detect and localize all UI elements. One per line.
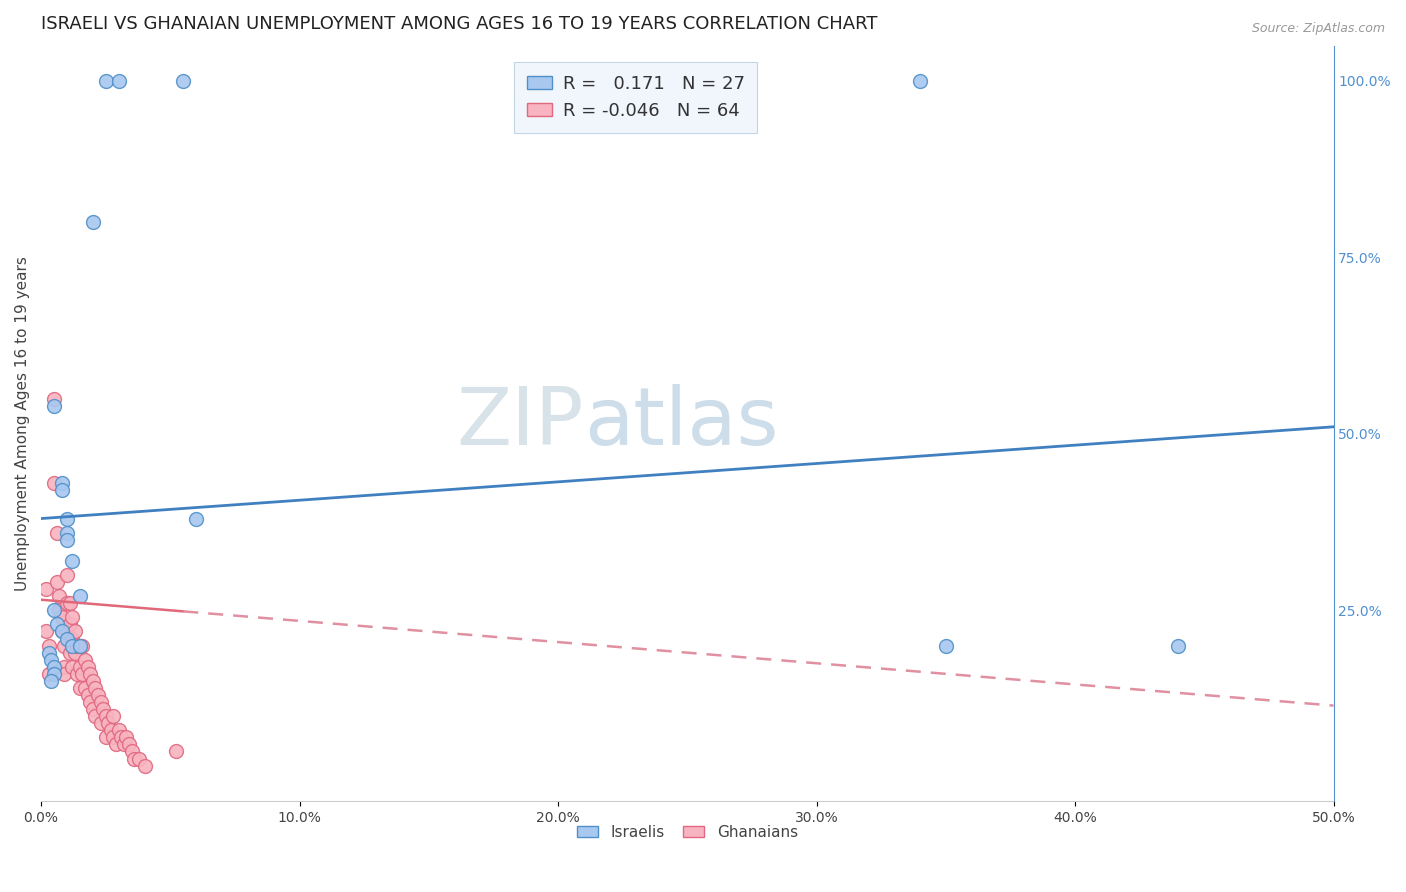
Point (45, 575, 67, 590)
Point (110, 731, 132, 745)
Point (42, 666, 65, 681)
Point (41, 673, 63, 688)
Point (94, 709, 117, 723)
Point (60, 554, 83, 568)
Text: ISRAELI VS GHANAIAN UNEMPLOYMENT AMONG AGES 16 TO 19 YEARS CORRELATION CHART: ISRAELI VS GHANAIAN UNEMPLOYMENT AMONG A… (41, 15, 877, 33)
Point (56, 568, 79, 582)
Y-axis label: Unemployment Among Ages 16 to 19 years: Unemployment Among Ages 16 to 19 years (15, 256, 30, 591)
Point (94, 74, 117, 88)
Point (63, 624, 86, 639)
Point (51, 610, 73, 624)
Point (42, 603, 65, 617)
Point (56, 632, 79, 646)
Point (107, 74, 129, 88)
Point (73, 681, 96, 695)
Point (48, 603, 70, 617)
Point (42, 392, 65, 406)
Point (38, 639, 60, 653)
Point (79, 695, 101, 709)
Point (76, 660, 98, 674)
Point (908, 74, 931, 88)
Point (56, 533, 79, 547)
Point (53, 660, 76, 674)
Point (84, 681, 107, 695)
Point (105, 738, 128, 752)
Point (51, 483, 73, 498)
Legend: Israelis, Ghanaians: Israelis, Ghanaians (571, 819, 804, 847)
Point (45, 617, 67, 632)
Point (79, 666, 101, 681)
Point (41, 653, 63, 667)
Point (90, 716, 112, 731)
Point (56, 511, 79, 525)
Point (60, 610, 83, 624)
Point (58, 596, 80, 610)
Point (82, 702, 104, 716)
Point (45, 525, 67, 540)
Point (56, 596, 79, 610)
Point (186, 511, 208, 525)
Point (69, 639, 91, 653)
Point (53, 666, 76, 681)
Point (73, 653, 96, 667)
Point (72, 639, 94, 653)
Point (115, 731, 138, 745)
Point (48, 589, 70, 603)
Point (51, 624, 73, 639)
Point (42, 399, 65, 413)
Point (56, 624, 79, 639)
Point (35, 582, 58, 596)
Point (63, 646, 86, 660)
Point (103, 731, 125, 745)
Point (1167, 639, 1189, 653)
Point (935, 639, 957, 653)
Point (84, 709, 107, 723)
Point (53, 639, 76, 653)
Point (69, 639, 91, 653)
Point (91, 702, 114, 716)
Point (121, 744, 143, 758)
Point (51, 476, 73, 491)
Point (112, 738, 135, 752)
Point (82, 673, 104, 688)
Point (66, 639, 89, 653)
Point (35, 624, 58, 639)
Point (42, 660, 65, 674)
Point (72, 666, 94, 681)
Point (76, 688, 98, 702)
Point (60, 639, 83, 653)
Point (69, 660, 91, 674)
Point (42, 476, 65, 491)
Point (165, 744, 187, 758)
Point (66, 666, 89, 681)
Point (58, 646, 80, 660)
Point (60, 632, 83, 646)
Point (103, 709, 125, 723)
Text: Source: ZipAtlas.com: Source: ZipAtlas.com (1251, 22, 1385, 36)
Point (107, 723, 129, 738)
Point (97, 716, 120, 731)
Point (51, 624, 73, 639)
Point (94, 731, 117, 745)
Point (134, 758, 156, 772)
Point (100, 723, 122, 738)
Point (60, 660, 83, 674)
Point (56, 525, 79, 540)
Point (38, 666, 60, 681)
Point (69, 681, 91, 695)
Point (90, 695, 112, 709)
Point (82, 215, 104, 229)
Point (118, 738, 141, 752)
Point (69, 589, 91, 603)
Point (38, 646, 60, 660)
Point (128, 751, 150, 765)
Point (87, 688, 110, 702)
Text: atlas: atlas (583, 384, 779, 462)
Text: ZIP: ZIP (457, 384, 583, 462)
Point (58, 617, 80, 632)
Point (172, 74, 194, 88)
Point (122, 751, 145, 765)
